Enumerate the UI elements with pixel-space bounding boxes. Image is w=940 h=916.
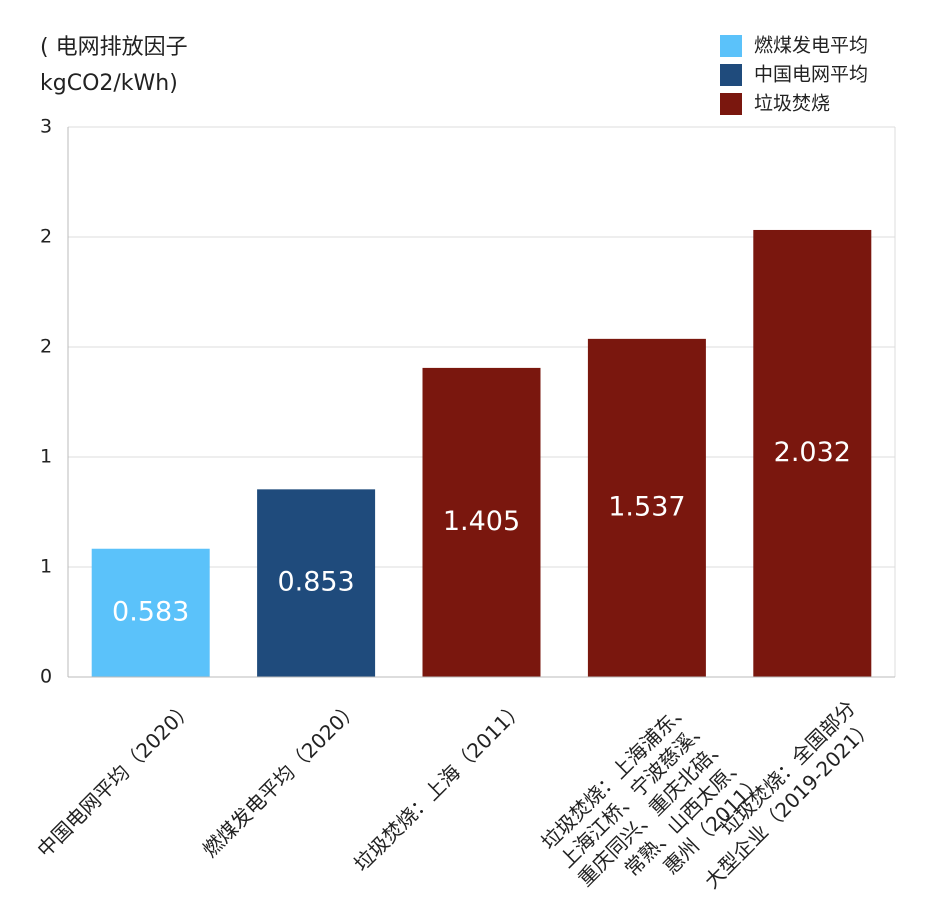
value-label: 2.032 (774, 437, 851, 468)
legend-swatch (720, 64, 742, 86)
legend-label: 垃圾焚烧 (754, 93, 830, 115)
y-tick-label: 1 (40, 446, 52, 468)
y-tick-label: 0 (40, 666, 52, 688)
bar (257, 489, 376, 677)
bar (91, 548, 210, 677)
x-tick-label: 垃圾焚烧：上海浦东、上海江桥、宁波慈溪、重庆同兴、重庆北碚、常熟、山西太原、惠州… (536, 695, 768, 912)
y-tick-label: 2 (40, 336, 52, 358)
x-tick-label: 垃圾焚烧：上海（2011） (349, 695, 529, 875)
legend-swatch (720, 35, 742, 57)
bar (587, 338, 706, 677)
value-label: 0.583 (112, 596, 189, 627)
value-label: 1.537 (608, 491, 685, 522)
y-axis-label: ( 电网排放因子 kgCO2/kWh) (40, 35, 188, 96)
value-label: 0.853 (277, 567, 354, 598)
y-tick-label: 3 (40, 116, 52, 138)
value-label: 1.405 (443, 506, 520, 537)
legend-label: 中国电网平均 (754, 64, 868, 86)
legend-swatch (720, 93, 742, 115)
x-tick-label: 燃煤发电平均（2020） (197, 695, 363, 861)
y-tick-label: 1 (40, 556, 52, 578)
x-tick-label: 中国电网平均（2020） (32, 695, 198, 861)
bar (753, 229, 872, 677)
legend-label: 燃煤发电平均 (754, 35, 868, 57)
y-tick-label: 2 (40, 226, 52, 248)
bar (422, 367, 541, 677)
